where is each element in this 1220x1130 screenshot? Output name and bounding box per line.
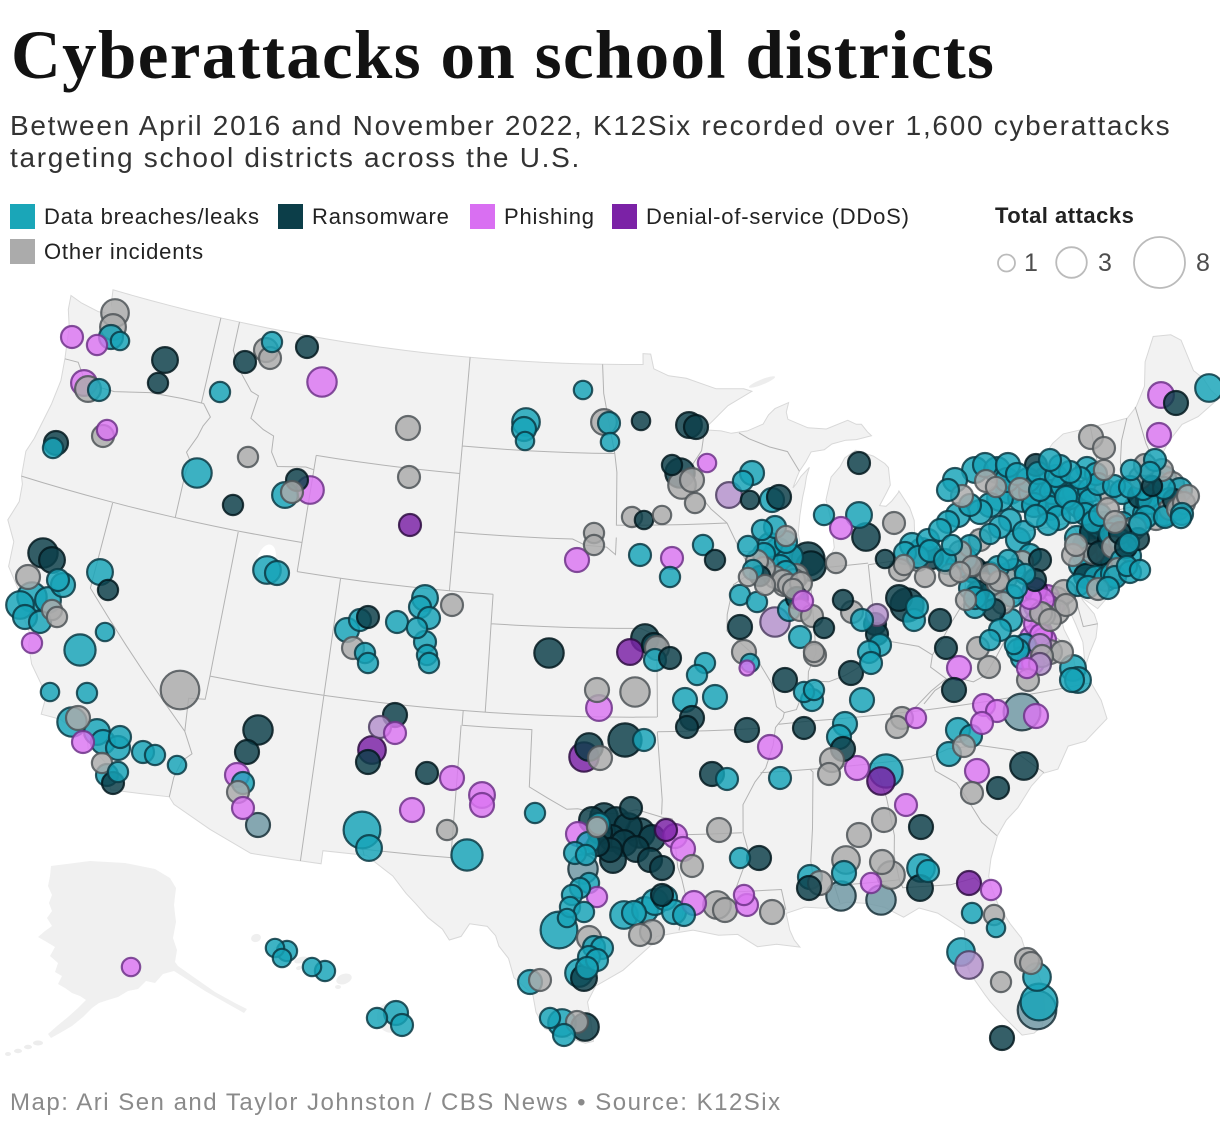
svg-text:8: 8	[1196, 249, 1210, 277]
svg-text:1: 1	[1024, 249, 1038, 277]
svg-text:3: 3	[1098, 249, 1112, 277]
